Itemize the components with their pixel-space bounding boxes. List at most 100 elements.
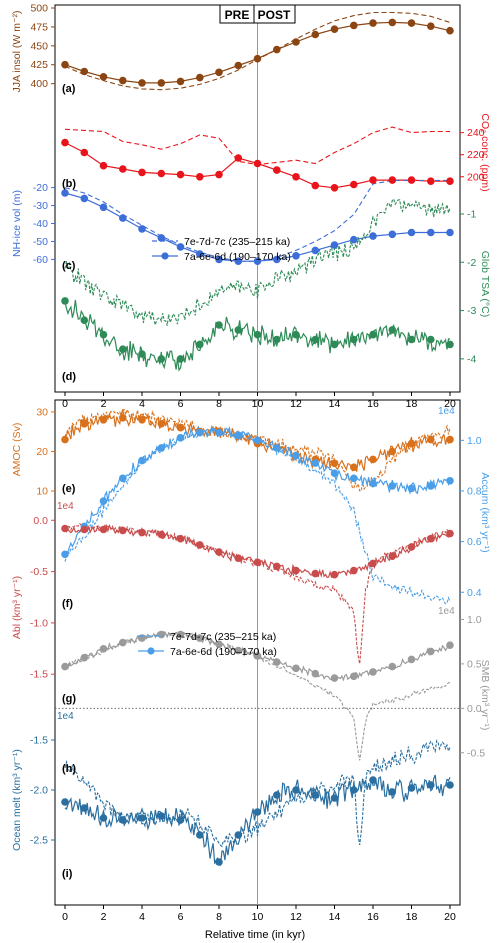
data-point <box>369 668 377 676</box>
data-point <box>215 428 223 437</box>
panel-label: (h) <box>62 763 76 775</box>
data-point <box>330 241 339 249</box>
data-point <box>234 831 243 839</box>
data-point <box>196 428 204 437</box>
data-point <box>61 435 69 444</box>
x-tick-label-upper: 4 <box>139 398 145 410</box>
y-axis-label: CO₂ conc. (ppm) <box>479 113 491 191</box>
x-tick-label-upper: 14 <box>329 398 341 410</box>
legend-solid-marker-2 <box>147 647 155 655</box>
data-point <box>138 528 146 537</box>
y-tick-label: -0.5 <box>30 566 48 578</box>
data-point <box>253 436 262 445</box>
y-tick-label: -3 <box>467 305 476 317</box>
pre-label: PRE <box>225 8 250 22</box>
data-point <box>388 447 397 456</box>
y-tick-label: -40 <box>33 218 48 230</box>
y-tick-label: 475 <box>30 21 48 33</box>
data-point <box>253 159 262 168</box>
data-point <box>119 414 127 422</box>
data-point <box>234 646 243 655</box>
data-point <box>119 345 127 354</box>
data-point <box>61 189 69 197</box>
data-point <box>330 459 339 468</box>
series-markers <box>61 18 454 866</box>
data-point <box>80 525 89 534</box>
x-tick-label-upper: 20 <box>444 398 456 410</box>
data-point <box>215 858 223 866</box>
data-point <box>388 482 397 490</box>
data-point <box>369 19 377 27</box>
data-point <box>350 786 358 794</box>
data-point <box>176 170 185 179</box>
data-point <box>369 455 377 464</box>
data-point <box>446 641 454 649</box>
data-point <box>446 228 454 237</box>
data-point <box>157 812 166 820</box>
x-tick-label-lower: 0 <box>62 911 68 923</box>
data-point <box>119 76 127 85</box>
legend-dashed-label: 7e-7d-7c (235–215 ka) <box>184 236 290 248</box>
data-point <box>253 257 262 266</box>
data-point <box>253 558 262 567</box>
data-point <box>311 791 320 799</box>
y-axis-label: NH-ice vol (m) <box>11 190 23 257</box>
data-point <box>80 67 89 76</box>
data-point <box>330 570 339 579</box>
y-tick-label: -1.5 <box>30 669 48 681</box>
data-point <box>330 794 339 802</box>
data-point <box>253 808 262 816</box>
data-point <box>157 444 166 452</box>
y-tick-label: 10 <box>36 486 48 498</box>
data-point <box>388 552 397 560</box>
y-tick-label: -2.0 <box>30 785 48 797</box>
y-axis-label: Ocean melt (km³ yr⁻¹) <box>11 749 23 851</box>
data-point <box>176 534 185 543</box>
data-point <box>446 781 454 789</box>
data-point <box>138 350 146 358</box>
data-point <box>350 474 358 483</box>
data-point <box>427 228 435 237</box>
x-tick-label-lower: 6 <box>178 911 184 923</box>
data-point <box>407 439 416 448</box>
data-point <box>215 640 223 649</box>
data-point <box>369 176 377 184</box>
y-tick-label: 0.0 <box>467 703 482 715</box>
x-tick-label-lower: 16 <box>367 911 379 923</box>
data-point <box>330 184 339 192</box>
data-point <box>176 816 185 824</box>
data-point <box>138 814 146 822</box>
data-point <box>80 316 89 325</box>
data-point <box>196 634 204 642</box>
data-point <box>273 255 281 264</box>
y-tick-label: 400 <box>30 78 48 90</box>
panel-label: (f) <box>62 598 73 610</box>
legend-dashed-label-2: 7e-7d-7c (235–215 ka) <box>170 631 276 643</box>
legend-solid-marker <box>161 252 169 260</box>
panel-label: (i) <box>62 868 73 880</box>
data-point <box>273 45 281 54</box>
data-point <box>61 524 69 533</box>
data-point <box>388 18 397 27</box>
y-axis-label: JJA insol (W m⁻²) <box>11 11 23 93</box>
data-point <box>176 77 185 86</box>
y-axis-label: SMB (km³ yr⁻¹) <box>479 660 491 731</box>
data-point <box>388 662 397 671</box>
data-point <box>407 228 416 237</box>
axis-multiplier: 1e4 <box>438 406 455 417</box>
data-point <box>292 252 300 260</box>
data-point <box>157 79 166 87</box>
y-tick-label: -30 <box>33 200 48 212</box>
panel-label: (b) <box>62 178 76 190</box>
data-point <box>99 73 108 81</box>
y-tick-label: -20 <box>33 182 48 194</box>
data-point <box>196 73 204 82</box>
y-tick-label: -4 <box>467 353 476 365</box>
data-point <box>446 340 454 349</box>
data-point <box>311 459 320 467</box>
axis-multiplier: 1e4 <box>57 501 74 512</box>
series-line-dashed <box>64 739 451 848</box>
data-point <box>407 484 416 493</box>
legend-solid-label-2: 7a-6e-6d (190–170 ka) <box>170 646 277 658</box>
y-tick-label: 0.5 <box>467 658 482 670</box>
